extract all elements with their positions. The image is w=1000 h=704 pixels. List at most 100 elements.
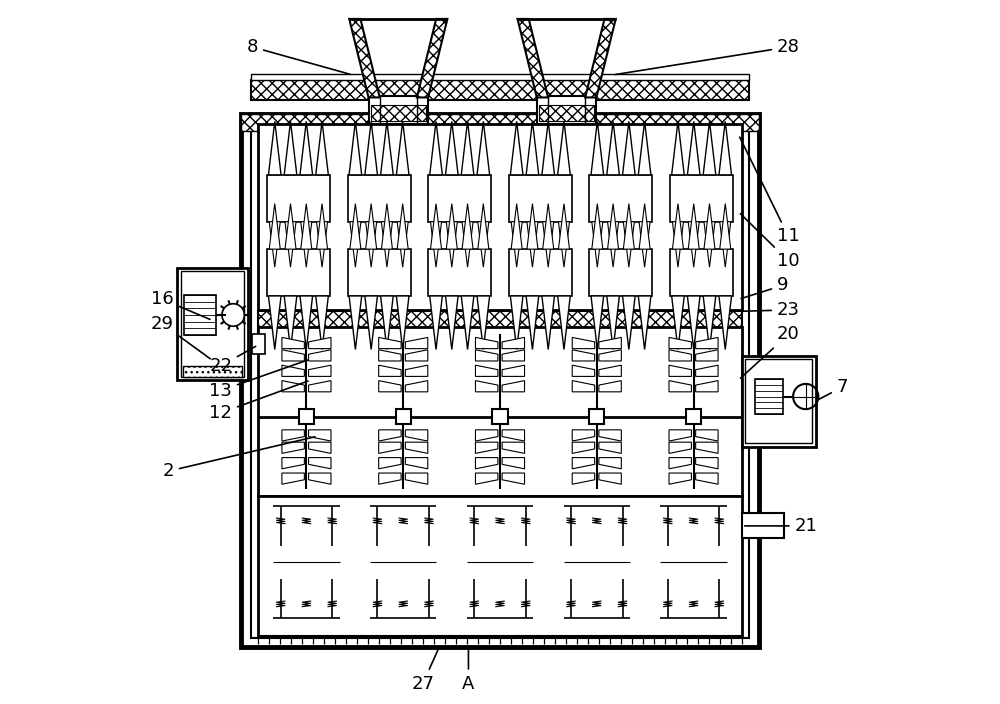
Polygon shape [607, 121, 619, 175]
Bar [183, 366, 242, 377]
Bar [258, 311, 742, 332]
Text: 27: 27 [411, 647, 439, 693]
Polygon shape [696, 473, 718, 484]
Polygon shape [672, 121, 684, 175]
Bar [177, 268, 248, 380]
Text: 2: 2 [162, 436, 315, 480]
Polygon shape [284, 121, 297, 175]
Polygon shape [639, 222, 650, 268]
Polygon shape [379, 350, 401, 361]
Polygon shape [599, 337, 621, 348]
Polygon shape [572, 381, 595, 392]
Polygon shape [502, 381, 525, 392]
Polygon shape [397, 203, 408, 249]
Text: 8: 8 [247, 38, 350, 74]
Polygon shape [572, 458, 595, 469]
Polygon shape [475, 430, 498, 441]
Bar [396, 409, 411, 425]
Polygon shape [379, 473, 401, 484]
Polygon shape [381, 203, 392, 249]
Polygon shape [623, 296, 635, 349]
Polygon shape [669, 458, 691, 469]
Bar [184, 296, 216, 334]
Polygon shape [478, 203, 489, 249]
Polygon shape [696, 458, 718, 469]
Polygon shape [461, 121, 474, 175]
Polygon shape [572, 473, 595, 484]
Bar [251, 80, 749, 99]
Polygon shape [572, 442, 595, 453]
Bar [670, 249, 733, 296]
Polygon shape [285, 222, 296, 268]
Polygon shape [349, 121, 362, 175]
Bar [589, 249, 652, 296]
Bar [258, 327, 742, 496]
Polygon shape [317, 203, 328, 249]
Polygon shape [638, 121, 651, 175]
Polygon shape [518, 19, 548, 97]
Polygon shape [510, 121, 523, 175]
Polygon shape [431, 203, 442, 249]
Polygon shape [349, 296, 362, 349]
Polygon shape [672, 296, 684, 349]
Polygon shape [282, 458, 304, 469]
Polygon shape [704, 203, 715, 249]
Polygon shape [300, 121, 313, 175]
Polygon shape [269, 203, 280, 249]
Polygon shape [608, 203, 619, 249]
Text: 29: 29 [151, 315, 210, 359]
Polygon shape [592, 222, 603, 268]
Polygon shape [669, 430, 691, 441]
Polygon shape [430, 121, 442, 175]
Polygon shape [599, 458, 621, 469]
Polygon shape [445, 296, 458, 349]
Polygon shape [669, 381, 691, 392]
Bar [258, 496, 742, 636]
Polygon shape [405, 473, 428, 484]
Polygon shape [462, 203, 473, 249]
Bar [181, 271, 244, 377]
Polygon shape [379, 337, 401, 348]
Polygon shape [366, 222, 377, 268]
Polygon shape [669, 473, 691, 484]
Polygon shape [599, 473, 621, 484]
Polygon shape [687, 296, 700, 349]
Polygon shape [608, 222, 619, 268]
Bar [539, 105, 594, 120]
Polygon shape [405, 458, 428, 469]
Polygon shape [572, 430, 595, 441]
Polygon shape [526, 296, 539, 349]
Bar [371, 105, 426, 120]
Polygon shape [285, 203, 296, 249]
Polygon shape [669, 365, 691, 377]
Text: 7: 7 [818, 378, 848, 400]
Polygon shape [446, 203, 457, 249]
Polygon shape [591, 296, 604, 349]
Polygon shape [477, 296, 490, 349]
Text: 16: 16 [151, 291, 210, 320]
Polygon shape [475, 350, 498, 361]
Polygon shape [381, 121, 393, 175]
Bar [537, 96, 596, 124]
Bar [348, 175, 411, 222]
Polygon shape [572, 337, 595, 348]
Polygon shape [502, 458, 525, 469]
Bar [742, 356, 816, 446]
Text: A: A [462, 647, 475, 693]
Polygon shape [317, 222, 328, 268]
Polygon shape [502, 473, 525, 484]
Text: 13: 13 [209, 360, 308, 400]
Polygon shape [475, 458, 498, 469]
Bar [670, 175, 733, 222]
Polygon shape [672, 203, 683, 249]
Polygon shape [268, 296, 281, 349]
Polygon shape [282, 337, 304, 348]
Bar [252, 334, 265, 354]
Polygon shape [510, 296, 523, 349]
Bar [509, 249, 572, 296]
Polygon shape [309, 365, 331, 377]
Polygon shape [558, 296, 570, 349]
Polygon shape [379, 365, 401, 377]
Polygon shape [284, 296, 297, 349]
Polygon shape [379, 442, 401, 453]
